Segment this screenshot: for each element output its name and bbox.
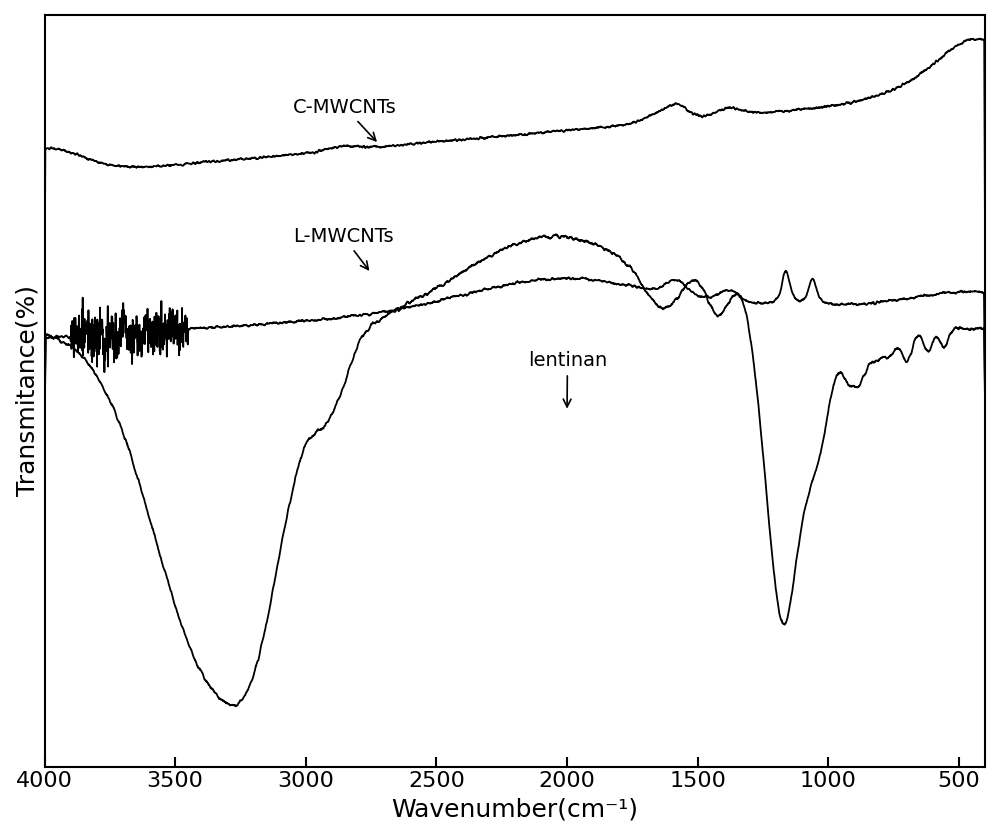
X-axis label: Wavenumber(cm⁻¹): Wavenumber(cm⁻¹) bbox=[391, 797, 638, 821]
Y-axis label: Transmitance(%): Transmitance(%) bbox=[15, 285, 39, 497]
Text: C-MWCNTs: C-MWCNTs bbox=[293, 98, 396, 140]
Text: lentinan: lentinan bbox=[528, 351, 607, 407]
Text: L-MWCNTs: L-MWCNTs bbox=[293, 227, 393, 269]
